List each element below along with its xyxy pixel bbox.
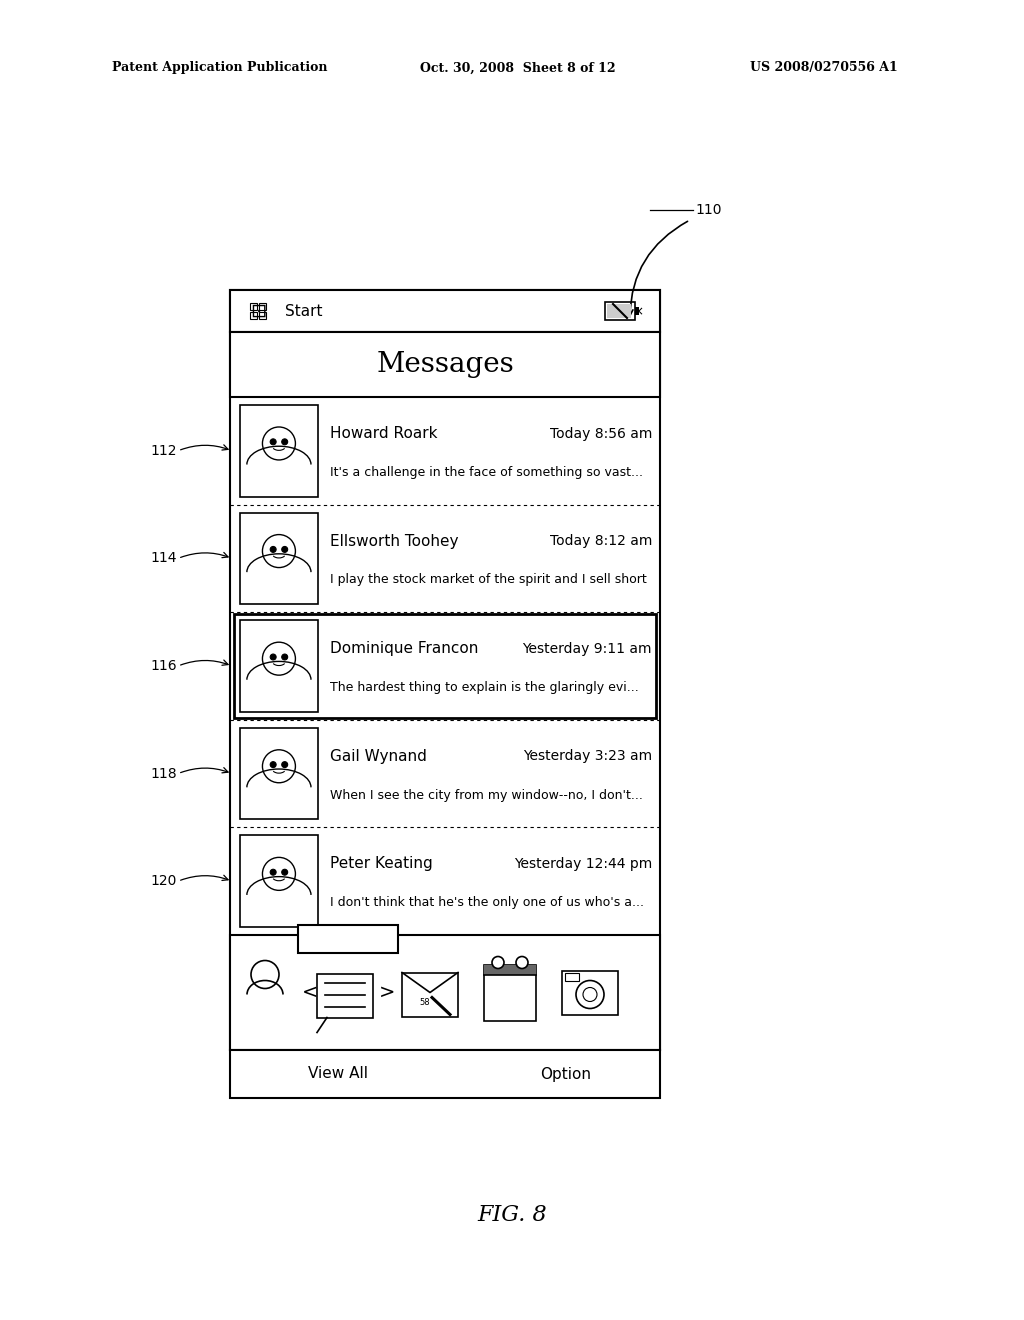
Text: Yesterday 3:23 am: Yesterday 3:23 am: [523, 750, 652, 763]
Bar: [259, 312, 266, 319]
Text: 116: 116: [150, 659, 176, 673]
Bar: [230, 333, 660, 397]
Circle shape: [270, 438, 276, 445]
Text: Option: Option: [540, 1067, 591, 1081]
Text: <: <: [302, 983, 318, 1002]
Circle shape: [575, 981, 604, 1008]
Circle shape: [270, 546, 276, 552]
Text: Messages: Messages: [376, 351, 514, 378]
Text: >: >: [379, 983, 395, 1002]
Bar: [240, 620, 317, 711]
Bar: [230, 1049, 660, 1098]
Circle shape: [262, 858, 295, 891]
Text: I play the stock market of the spirit and I sell short: I play the stock market of the spirit an…: [330, 573, 646, 586]
Bar: [240, 405, 317, 496]
Circle shape: [270, 653, 276, 660]
Bar: [484, 965, 536, 974]
Bar: [317, 974, 373, 1018]
Text: View All: View All: [307, 1067, 368, 1081]
Text: Start: Start: [285, 304, 323, 318]
Bar: [240, 512, 317, 605]
Text: 114: 114: [150, 552, 176, 565]
Bar: [484, 965, 536, 1020]
Text: 110: 110: [695, 203, 722, 216]
Text: FIG. 8: FIG. 8: [477, 1204, 547, 1226]
Text: Yesterday 9:11 am: Yesterday 9:11 am: [522, 642, 652, 656]
Circle shape: [282, 762, 288, 768]
Text: The hardest thing to explain is the glaringly evi...: The hardest thing to explain is the glar…: [330, 681, 639, 694]
Bar: [565, 973, 579, 981]
Bar: [234, 614, 656, 718]
Text: Ellsworth Toohey: Ellsworth Toohey: [330, 533, 459, 549]
Bar: [240, 836, 317, 927]
Circle shape: [262, 535, 295, 568]
Text: Yesterday 12:44 pm: Yesterday 12:44 pm: [514, 857, 652, 871]
Text: Gail Wynand: Gail Wynand: [330, 748, 427, 764]
Bar: [240, 727, 317, 820]
Text: 112: 112: [150, 444, 176, 458]
Circle shape: [282, 870, 288, 875]
Bar: [402, 973, 458, 1016]
Bar: [250, 304, 257, 310]
Bar: [259, 304, 266, 310]
Text: Dominique Francon: Dominique Francon: [330, 642, 478, 656]
Bar: [230, 290, 660, 333]
Bar: [298, 925, 398, 953]
Text: Today 8:56 am: Today 8:56 am: [550, 426, 652, 441]
Circle shape: [282, 438, 288, 445]
Text: 58: 58: [420, 998, 430, 1007]
Text: 118: 118: [150, 767, 176, 780]
Text: It's a challenge in the face of something so vast...: It's a challenge in the face of somethin…: [330, 466, 643, 479]
Circle shape: [282, 546, 288, 552]
Bar: [607, 304, 631, 318]
Circle shape: [262, 750, 295, 783]
Circle shape: [262, 426, 295, 459]
Bar: [230, 290, 660, 1049]
Text: When I see the city from my window--no, I don't...: When I see the city from my window--no, …: [330, 788, 643, 801]
Bar: [605, 302, 635, 319]
Text: Oct. 30, 2008  Sheet 8 of 12: Oct. 30, 2008 Sheet 8 of 12: [420, 62, 615, 74]
Circle shape: [583, 987, 597, 1002]
Circle shape: [516, 957, 528, 969]
Bar: [250, 312, 257, 319]
Circle shape: [262, 643, 295, 675]
Circle shape: [251, 961, 279, 989]
Circle shape: [270, 762, 276, 768]
Circle shape: [270, 870, 276, 875]
Text: I don't think that he's the only one of us who's a...: I don't think that he's the only one of …: [330, 896, 644, 909]
Text: US 2008/0270556 A1: US 2008/0270556 A1: [750, 62, 898, 74]
Text: Patent Application Publication: Patent Application Publication: [112, 62, 328, 74]
Text: Howard Roark: Howard Roark: [330, 426, 437, 441]
Text: ⊡: ⊡: [250, 301, 266, 321]
Text: Peter Keating: Peter Keating: [330, 857, 432, 871]
Circle shape: [282, 653, 288, 660]
Circle shape: [492, 957, 504, 969]
Text: ◁×: ◁×: [625, 305, 645, 318]
Bar: [635, 308, 639, 315]
Text: 120: 120: [150, 874, 176, 888]
Text: Today 8:12 am: Today 8:12 am: [550, 535, 652, 548]
Bar: [562, 970, 618, 1015]
Bar: [230, 935, 660, 1049]
